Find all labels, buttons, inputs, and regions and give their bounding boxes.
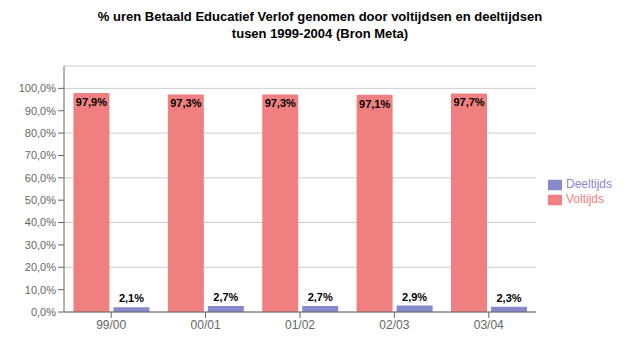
svg-text:97,1%: 97,1% bbox=[359, 98, 390, 110]
svg-text:02/03: 02/03 bbox=[379, 318, 409, 332]
svg-text:2,3%: 2,3% bbox=[496, 292, 521, 304]
svg-text:2,1%: 2,1% bbox=[119, 292, 144, 304]
svg-text:60,0%: 60,0% bbox=[25, 172, 56, 184]
svg-text:40,0%: 40,0% bbox=[25, 216, 56, 228]
svg-text:97,7%: 97,7% bbox=[453, 96, 484, 108]
svg-text:00/01: 00/01 bbox=[191, 318, 221, 332]
svg-text:20,0%: 20,0% bbox=[25, 261, 56, 273]
html-text:tusen 1999-2004 (Bron Meta): tusen 1999-2004 (Bron Meta) bbox=[231, 26, 409, 41]
svg-text:01/02: 01/02 bbox=[285, 318, 315, 332]
html-text:Deeltijds: Deeltijds bbox=[566, 177, 612, 192]
svg-text:2,7%: 2,7% bbox=[213, 291, 238, 303]
svg-text:99/00: 99/00 bbox=[96, 318, 126, 332]
html-text:Voltijds: Voltijds bbox=[566, 192, 604, 206]
html-text:% uren Betaald Educatief Verlo: % uren Betaald Educatief Verlof genomen … bbox=[97, 9, 543, 24]
svg-text:30,0%: 30,0% bbox=[25, 239, 56, 251]
svg-text:10,0%: 10,0% bbox=[25, 284, 56, 296]
svg-text:90,0%: 90,0% bbox=[25, 105, 56, 117]
svg-text:50,0%: 50,0% bbox=[25, 194, 56, 206]
svg-text:97,3%: 97,3% bbox=[170, 97, 201, 109]
svg-text:97,9%: 97,9% bbox=[76, 96, 107, 108]
svg-text:2,9%: 2,9% bbox=[402, 291, 427, 303]
svg-text:03/04: 03/04 bbox=[474, 318, 504, 332]
svg-text:0,0%: 0,0% bbox=[31, 306, 56, 318]
svg-text:70,0%: 70,0% bbox=[25, 149, 56, 161]
svg-text:2,7%: 2,7% bbox=[308, 291, 333, 303]
svg-text:80,0%: 80,0% bbox=[25, 127, 56, 139]
svg-text:97,3%: 97,3% bbox=[265, 97, 296, 109]
svg-text:100,0%: 100,0% bbox=[19, 82, 57, 94]
